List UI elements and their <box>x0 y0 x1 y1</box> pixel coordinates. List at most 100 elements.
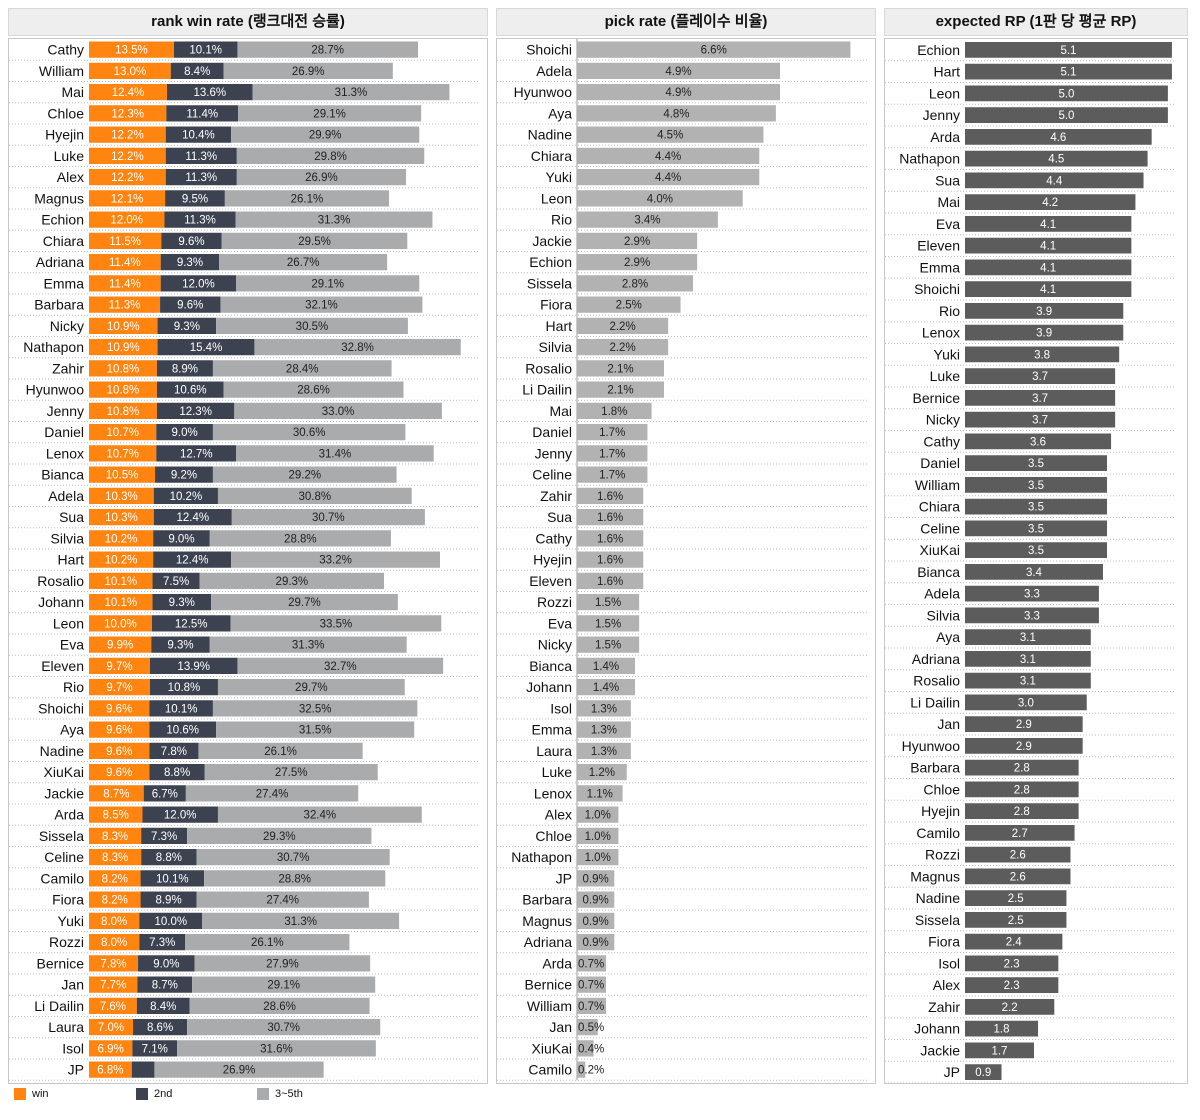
winrate-bar-win-lenox <box>89 445 157 462</box>
winrate-category-label-mai: Mai <box>61 84 84 100</box>
winrate-bar-2nd-rosalio <box>152 572 200 589</box>
pickrate-value-label-adriana: 0.9% <box>583 937 609 949</box>
winrate-category-label-arda: Arda <box>54 807 84 823</box>
winrate-value-label-3-5th-echion: 31.3% <box>318 215 351 227</box>
rp-bar-arda <box>965 129 1152 145</box>
winrate-bar-3-5th-sua <box>231 509 425 526</box>
rp-bar-hyunwoo <box>965 738 1083 754</box>
rp-category-label-fiora: Fiora <box>928 934 960 950</box>
pickrate-bar-aya <box>577 105 776 122</box>
winrate-value-label-win-li-dailin: 7.6% <box>100 1001 126 1013</box>
winrate-bar-2nd-mai <box>167 84 253 101</box>
winrate-value-label-3-5th-li-dailin: 28.6% <box>263 1001 296 1013</box>
winrate-value-label-2nd-barbara: 9.6% <box>177 300 203 312</box>
chart-svg-pick-rate: Shoichi Adela Hyunwoo Aya Nadine Chiara Yuki Le… <box>497 39 867 1081</box>
winrate-bar-win-daniel <box>89 424 157 441</box>
winrate-bar-3-5th-jenny <box>234 402 442 419</box>
panel-title-expected-rp: expected RP (1판 당 평균 RP) <box>884 8 1188 36</box>
winrate-category-label-hart: Hart <box>58 552 85 568</box>
winrate-bar-3-5th-eva <box>209 636 407 653</box>
winrate-value-label-win-sua: 10.3% <box>105 512 138 524</box>
winrate-bar-3-5th-aya <box>216 721 415 738</box>
rp-bar-johann <box>965 1020 1039 1037</box>
winrate-category-label-hyunwoo: Hyunwoo <box>26 382 85 398</box>
winrate-bar-2nd-isol <box>132 1040 178 1057</box>
pickrate-category-label-echion: Echion <box>529 254 572 270</box>
winrate-bar-3-5th-jan <box>192 976 376 993</box>
winrate-value-label-3-5th-jackie: 27.4% <box>256 788 289 800</box>
winrate-bar-3-5th-celine <box>196 849 390 866</box>
rp-category-label-hyunwoo: Hyunwoo <box>902 738 961 754</box>
winrate-bar-2nd-sissela <box>141 827 188 844</box>
winrate-bar-3-5th-barbara <box>220 296 423 313</box>
winrate-bar-2nd-cathy <box>173 41 238 58</box>
rp-category-label-alex: Alex <box>933 977 960 993</box>
pickrate-value-label-chloe: 1.0% <box>585 831 611 843</box>
pickrate-value-label-laura: 1.3% <box>591 746 617 758</box>
winrate-bar-2nd-camilo <box>140 870 205 887</box>
rp-value-label-li-dailin: 3.0 <box>1018 697 1034 709</box>
chart-svg-rank-win-rate: Cathy William Mai Chloe Hyejin Luke Alex Magnus… <box>9 41 479 1081</box>
winrate-bar-3-5th-magnus <box>224 190 390 207</box>
winrate-value-label-3-5th-johann: 29.7% <box>288 597 321 609</box>
legend-label-win: win <box>32 1088 49 1101</box>
winrate-value-label-win-fiora: 8.2% <box>102 895 128 907</box>
winrate-bar-2nd-bernice <box>138 955 195 972</box>
winrate-category-label-adriana: Adriana <box>36 254 84 270</box>
pickrate-category-label-luke: Luke <box>542 764 573 780</box>
rp-category-label-hyejin: Hyejin <box>921 803 960 819</box>
winrate-bar-2nd-jan <box>137 976 193 993</box>
winrate-value-label-3-5th-nathapon: 32.8% <box>341 342 374 354</box>
winrate-value-label-2nd-chloe: 11.4% <box>186 108 218 120</box>
winrate-bar-2nd-bianca <box>155 466 213 483</box>
pickrate-value-label-aya: 4.8% <box>663 108 689 120</box>
rp-value-label-xiukai: 3.5 <box>1028 545 1044 557</box>
winrate-value-label-2nd-sua: 12.4% <box>176 512 209 524</box>
winrate-bar-3-5th-johann <box>211 594 398 611</box>
winrate-bar-2nd-emma <box>160 275 237 292</box>
winrate-bar-3-5th-mai <box>252 84 450 101</box>
winrate-value-label-win-laura: 7.0% <box>98 1022 124 1034</box>
winrate-value-label-3-5th-chloe: 29.1% <box>313 108 346 120</box>
rp-category-label-jackie: Jackie <box>920 1042 960 1058</box>
rp-bar-li-dailin <box>965 694 1087 711</box>
rp-bar-bianca <box>965 564 1103 580</box>
winrate-value-label-3-5th-zahir: 28.4% <box>286 363 319 375</box>
pickrate-value-label-fiora: 2.5% <box>616 300 642 312</box>
rp-value-label-bernice: 3.7 <box>1032 393 1048 405</box>
winrate-bar-2nd-li-dailin <box>136 997 190 1014</box>
winrate-value-label-2nd-bernice: 9.0% <box>153 958 179 970</box>
pickrate-category-label-shoichi: Shoichi <box>526 42 572 58</box>
winrate-value-label-3-5th-rozzi: 26.1% <box>251 937 284 949</box>
pickrate-category-label-rosalio: Rosalio <box>525 360 572 376</box>
rp-bar-jan <box>965 716 1083 732</box>
winrate-value-label-2nd-cathy: 10.1% <box>189 45 222 57</box>
winrate-bar-2nd-chiara <box>161 232 222 249</box>
legend-swatch-2nd <box>136 1088 148 1101</box>
winrate-bar-2nd-daniel <box>156 424 213 441</box>
pickrate-value-label-celine: 1.7% <box>599 470 625 482</box>
pickrate-bar-william <box>577 997 606 1014</box>
winrate-value-label-2nd-emma: 12.0% <box>182 278 215 290</box>
pickrate-value-label-chiara: 4.4% <box>655 151 681 163</box>
pickrate-category-label-nathapon: Nathapon <box>511 849 572 865</box>
panel-expected-rp: expected RP (1판 당 평균 RP) Echion Hart Leon J… <box>884 8 1188 1106</box>
rp-category-label-eleven: Eleven <box>917 238 960 254</box>
winrate-value-label-2nd-echion: 11.3% <box>184 215 216 227</box>
winrate-value-label-2nd-yuki: 10.0% <box>154 916 187 928</box>
winrate-value-label-win-eleven: 9.7% <box>106 661 132 673</box>
winrate-value-label-2nd-zahir: 8.9% <box>172 363 198 375</box>
pickrate-bar-hart <box>577 317 669 334</box>
rp-value-label-rozzi: 2.6 <box>1010 850 1026 862</box>
rp-value-label-adriana: 3.1 <box>1020 654 1036 666</box>
pickrate-value-label-adela: 4.9% <box>665 66 691 78</box>
winrate-value-label-3-5th-nicky: 30.5% <box>296 321 329 333</box>
pickrate-category-label-aya: Aya <box>548 105 572 121</box>
pickrate-bar-silvia <box>577 339 669 356</box>
panel-rank-win-rate: rank win rate (랭크대전 승률) Cathy William Mai C… <box>8 8 488 1084</box>
rp-category-label-echion: Echion <box>917 42 960 58</box>
winrate-category-label-laura: Laura <box>48 1019 84 1035</box>
pickrate-category-label-yuki: Yuki <box>546 169 572 185</box>
winrate-bar-win-aya <box>89 721 150 738</box>
legend-swatch-win <box>14 1088 26 1101</box>
